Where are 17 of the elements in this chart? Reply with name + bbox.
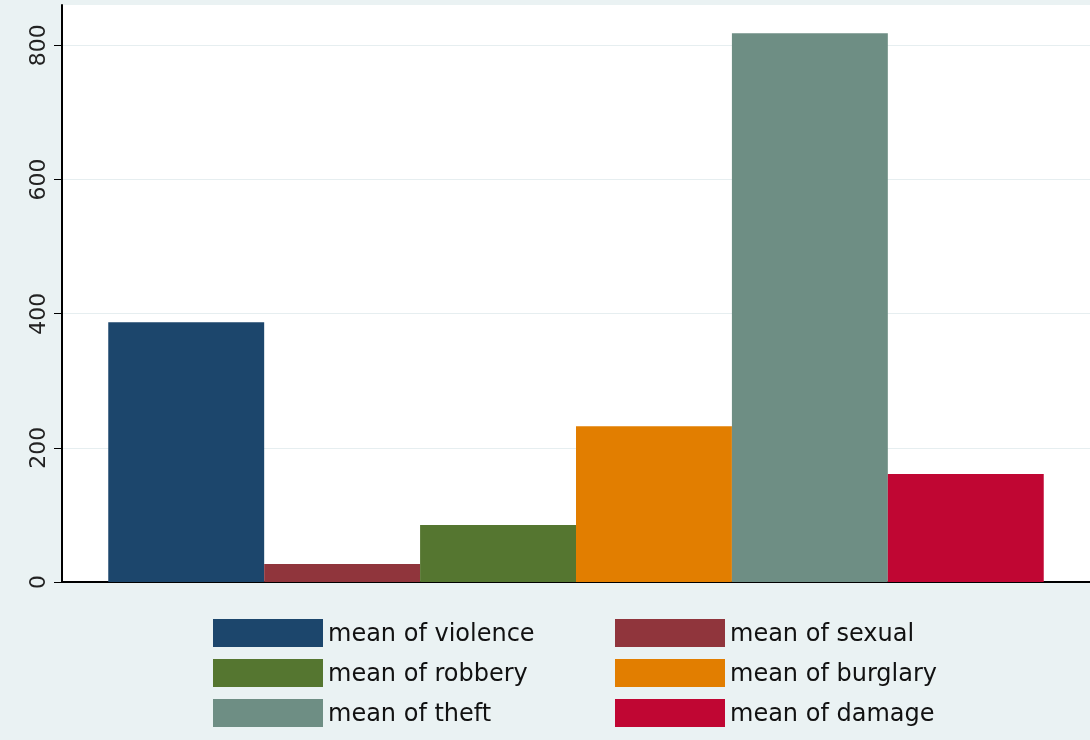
legend-label: mean of sexual (730, 619, 915, 647)
y-tick-label: 400 (24, 292, 50, 335)
y-tick-label: 600 (24, 158, 50, 201)
legend-label: mean of violence (328, 619, 535, 647)
legend-label: mean of burglary (730, 659, 938, 687)
legend-label: mean of damage (730, 699, 935, 727)
legend-label: mean of theft (328, 699, 492, 727)
bar (420, 524, 576, 582)
y-tick-label: 0 (24, 575, 50, 589)
y-tick-label: 800 (24, 24, 50, 67)
bar (264, 563, 421, 582)
bar (576, 426, 732, 582)
bar (731, 33, 888, 582)
bar (887, 473, 1044, 582)
bar (108, 322, 265, 582)
y-tick-label: 200 (24, 426, 50, 469)
legend-label: mean of robbery (328, 659, 528, 687)
